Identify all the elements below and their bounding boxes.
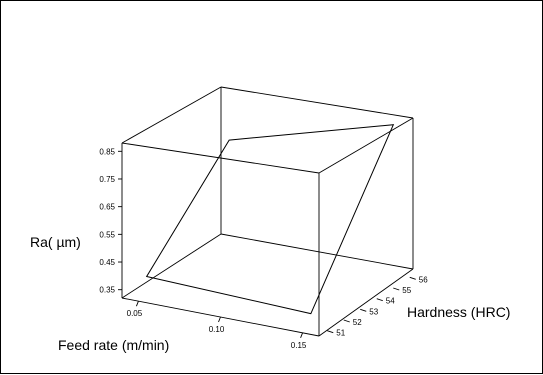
y-tick-label: 53 (369, 307, 378, 316)
tick-labels: 0.35 0.45 0.55 0.65 0.75 0.85 0.05 0.10 0.15 51 52… (99, 147, 428, 350)
box-edge-B-C (318, 268, 414, 337)
box-edge-D2-A2 (121, 86, 222, 144)
box-edge-D-C (220, 233, 414, 270)
y-tick-label: 52 (353, 318, 362, 327)
x-tick-label: 0.05 (127, 309, 143, 318)
box-edge-B2-C2 (318, 117, 414, 174)
surface-outline (145, 124, 395, 315)
y-tick (376, 298, 383, 302)
y-tick-label: 54 (386, 297, 395, 306)
y-tick-label: 56 (419, 275, 428, 284)
x-tick-label: 0.15 (291, 341, 307, 350)
box-edge-A2-B2 (121, 142, 320, 174)
z-tick-label: 0.35 (99, 286, 115, 295)
z-tick-label: 0.85 (99, 147, 115, 156)
x-tick-label: 0.10 (209, 325, 225, 334)
z-tick-label: 0.65 (99, 203, 115, 212)
y-axis-title: Hardness (HRC) (407, 304, 510, 320)
z-tick-label: 0.55 (99, 230, 115, 239)
z-tick-label: 0.45 (99, 258, 115, 267)
box-edge-C2-D2 (220, 86, 414, 119)
y-tick (360, 308, 367, 312)
y-tick (409, 276, 416, 280)
x-axis-title: Feed rate (m/min) (58, 337, 169, 353)
y-tick (327, 330, 334, 334)
z-axis-title: Ra( µm) (30, 234, 81, 250)
tick-marks (118, 150, 416, 339)
z-tick-label: 0.75 (99, 175, 115, 184)
bounding-box (121, 86, 414, 337)
response-surface (145, 124, 395, 315)
y-tick-label: 55 (402, 286, 411, 295)
x-tick (218, 316, 221, 323)
x-tick (135, 300, 139, 307)
x-tick (300, 332, 304, 339)
y-tick (393, 287, 400, 291)
y-tick-label: 51 (336, 329, 345, 338)
y-tick (343, 319, 350, 323)
box-edge-A-D (121, 233, 222, 299)
